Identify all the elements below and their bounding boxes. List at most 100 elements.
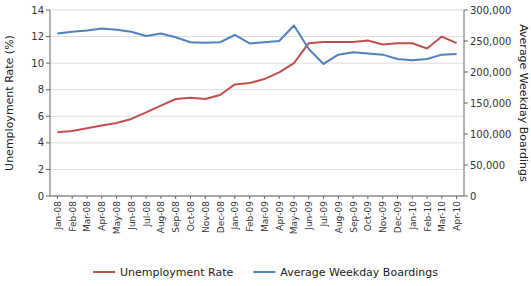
tick-mark	[57, 196, 58, 199]
tick-label: Dec-08	[216, 201, 226, 233]
grid-line	[50, 169, 464, 170]
tick-mark	[441, 196, 442, 199]
tick-label: 10	[31, 58, 44, 69]
series-line	[57, 37, 456, 133]
tick-mark	[308, 196, 309, 199]
tick-mark	[205, 196, 206, 199]
tick-label: Sep-09	[349, 201, 359, 233]
tick-mark	[101, 196, 102, 199]
tick-mark	[72, 196, 73, 199]
tick-mark	[293, 196, 294, 199]
legend-item: Average Weekday Boardings	[253, 266, 438, 279]
tick-mark	[46, 89, 50, 90]
tick-label: 12	[31, 31, 44, 42]
tick-label: Apr-09	[275, 201, 285, 231]
grid-line	[50, 116, 464, 117]
tick-label: Nov-09	[378, 201, 388, 233]
plot-area	[57, 26, 456, 133]
tick-label: Nov-08	[201, 201, 211, 233]
grid-line	[50, 142, 464, 143]
tick-label: Jun-08	[127, 201, 137, 231]
tick-mark	[190, 196, 191, 199]
axis-line	[464, 10, 465, 196]
series-line	[57, 26, 456, 64]
tick-label: 50,000	[470, 160, 505, 171]
tick-mark	[464, 196, 468, 197]
tick-label: Apr-08	[97, 201, 107, 231]
tick-mark	[116, 196, 117, 199]
legend-swatch	[253, 271, 275, 273]
tick-label: Aug-08	[156, 201, 166, 234]
legend: Unemployment Rate Average Weekday Boardin…	[93, 266, 438, 279]
tick-label: May-08	[112, 201, 122, 234]
tick-mark	[464, 10, 468, 11]
tick-mark	[46, 63, 50, 64]
tick-label: Mar-08	[82, 201, 92, 232]
tick-label: Jul-08	[142, 201, 152, 228]
tick-label: Jan-10	[408, 201, 418, 231]
tick-mark	[160, 196, 161, 199]
tick-mark	[279, 196, 280, 199]
tick-label: 6	[38, 111, 44, 122]
axis-line	[50, 196, 464, 197]
tick-mark	[249, 196, 250, 199]
tick-mark	[397, 196, 398, 199]
tick-mark	[464, 134, 468, 135]
tick-mark	[264, 196, 265, 199]
tick-mark	[464, 103, 468, 104]
legend-swatch	[93, 271, 115, 273]
tick-mark	[427, 196, 428, 199]
tick-mark	[131, 196, 132, 199]
legend-label: Average Weekday Boardings	[280, 266, 438, 279]
tick-label: Mar-10	[437, 201, 447, 232]
tick-mark	[456, 196, 457, 199]
axis-line	[50, 10, 51, 196]
tick-label: Jan-09	[230, 201, 240, 231]
tick-label: Sep-08	[171, 201, 181, 233]
tick-label: 2	[38, 164, 44, 175]
tick-label: 8	[38, 84, 44, 95]
tick-label: Aug-09	[334, 201, 344, 234]
tick-mark	[353, 196, 354, 199]
tick-mark	[464, 72, 468, 73]
tick-label: 300,000	[470, 5, 511, 16]
tick-label: 14	[31, 5, 44, 16]
grid-line	[50, 10, 464, 11]
legend-label: Unemployment Rate	[120, 266, 234, 279]
tick-label: Dec-09	[393, 201, 403, 233]
tick-label: May-09	[289, 201, 299, 234]
tick-mark	[86, 196, 87, 199]
tick-mark	[46, 196, 50, 197]
grid-line	[50, 89, 464, 90]
tick-mark	[382, 196, 383, 199]
tick-mark	[234, 196, 235, 199]
tick-mark	[464, 41, 468, 42]
tick-mark	[464, 165, 468, 166]
axis-label: Average Weekday Boardings	[517, 24, 530, 182]
tick-mark	[412, 196, 413, 199]
tick-label: Jan-08	[53, 201, 63, 231]
tick-mark	[323, 196, 324, 199]
tick-mark	[146, 196, 147, 199]
tick-mark	[46, 142, 50, 143]
tick-label: Jun-09	[304, 201, 314, 231]
tick-label: Feb-10	[423, 201, 433, 232]
tick-mark	[46, 116, 50, 117]
tick-mark	[175, 196, 176, 199]
tick-mark	[46, 169, 50, 170]
tick-mark	[338, 196, 339, 199]
tick-label: 4	[38, 137, 44, 148]
tick-label: 100,000	[470, 129, 511, 140]
tick-label: Feb-08	[68, 201, 78, 232]
tick-mark	[46, 10, 50, 11]
tick-label: 0	[470, 191, 476, 202]
tick-label: Oct-08	[186, 201, 196, 232]
tick-mark	[46, 36, 50, 37]
tick-mark	[367, 196, 368, 199]
tick-label: Oct-09	[363, 201, 373, 232]
tick-label: Jul-09	[319, 201, 329, 228]
tick-label: 250,000	[470, 36, 511, 47]
grid-line	[50, 196, 464, 197]
legend-item: Unemployment Rate	[93, 266, 234, 279]
tick-label: Apr-10	[452, 201, 462, 231]
